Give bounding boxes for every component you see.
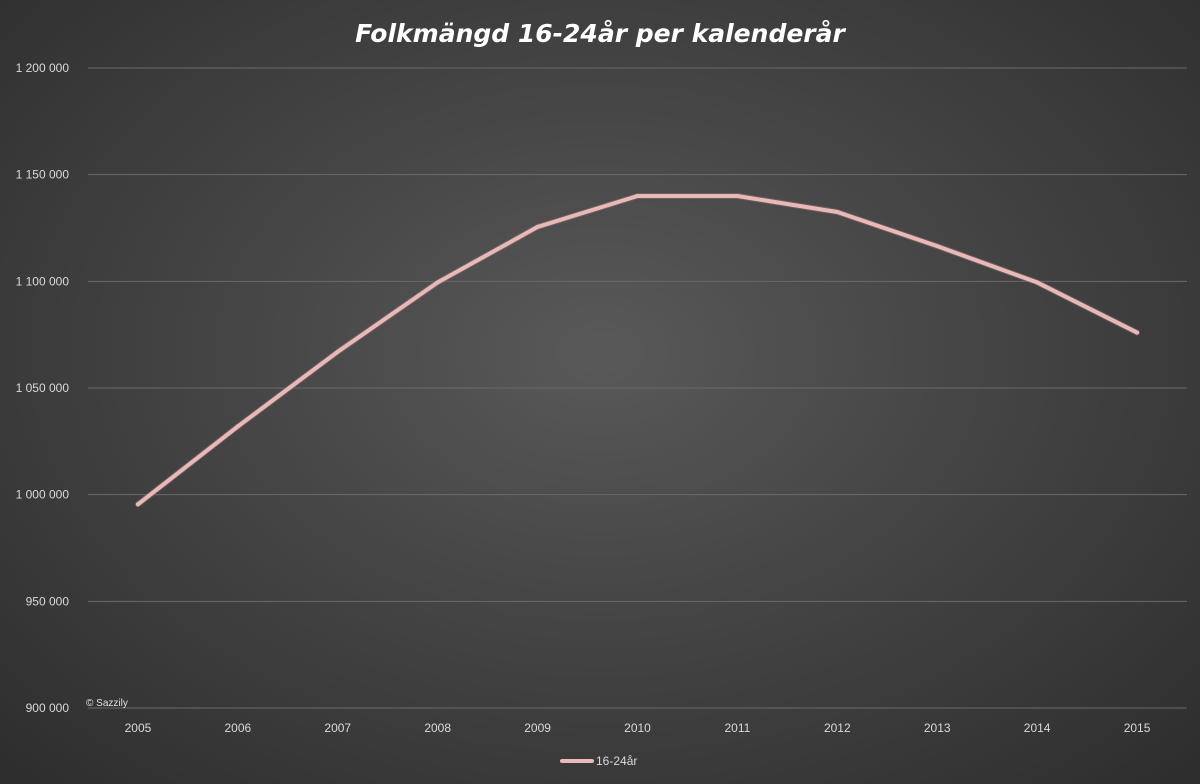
data-point	[135, 502, 140, 507]
y-tick-label: 1 200 000	[16, 61, 70, 75]
chart-title: Folkmängd 16-24år per kalenderår	[355, 19, 846, 48]
x-tick-label: 2010	[624, 721, 651, 735]
x-tick-label: 2007	[324, 721, 351, 735]
x-tick-label: 2011	[725, 721, 751, 735]
data-point	[1135, 330, 1140, 335]
legend: 16-24år	[560, 754, 637, 768]
series-lines	[134, 193, 1141, 508]
x-tick-label: 2013	[924, 721, 951, 735]
x-axis-tick-labels: 2005 2006 2007 2008 2009 2010 2011 2012 2013 2014…	[125, 721, 1151, 735]
x-tick-label: 2006	[225, 721, 252, 735]
data-point	[835, 210, 840, 214]
y-axis-tick-labels: 900 000 950 000 1 000 000 1 050 000 1 100 00…	[16, 61, 70, 715]
x-tick-label: 2005	[125, 721, 152, 735]
data-point	[935, 244, 940, 249]
x-tick-label: 2014	[1024, 721, 1051, 735]
data-point	[735, 194, 740, 198]
data-point	[235, 424, 240, 429]
x-tick-label: 2009	[524, 721, 551, 735]
legend-label: 16-24år	[596, 754, 637, 768]
series-line-shadow	[134, 193, 1141, 508]
y-tick-label: 1 000 000	[16, 488, 70, 502]
copyright-notice: © Sazzily	[86, 698, 128, 709]
series-line	[135, 194, 1140, 507]
data-point	[335, 349, 340, 354]
y-tick-label: 1 050 000	[16, 381, 70, 395]
y-tick-label: 900 000	[26, 701, 70, 715]
y-tick-label: 950 000	[26, 594, 70, 608]
x-tick-label: 2008	[424, 721, 451, 735]
y-tick-label: 1 100 000	[16, 274, 70, 288]
gridlines	[88, 67, 1187, 709]
x-tick-label: 2012	[824, 721, 851, 735]
data-point	[435, 280, 440, 285]
x-tick-label: 2015	[1124, 721, 1151, 735]
data-point	[535, 224, 540, 229]
y-tick-label: 1 150 000	[16, 168, 70, 182]
data-point	[1035, 280, 1040, 285]
data-point	[635, 194, 640, 198]
